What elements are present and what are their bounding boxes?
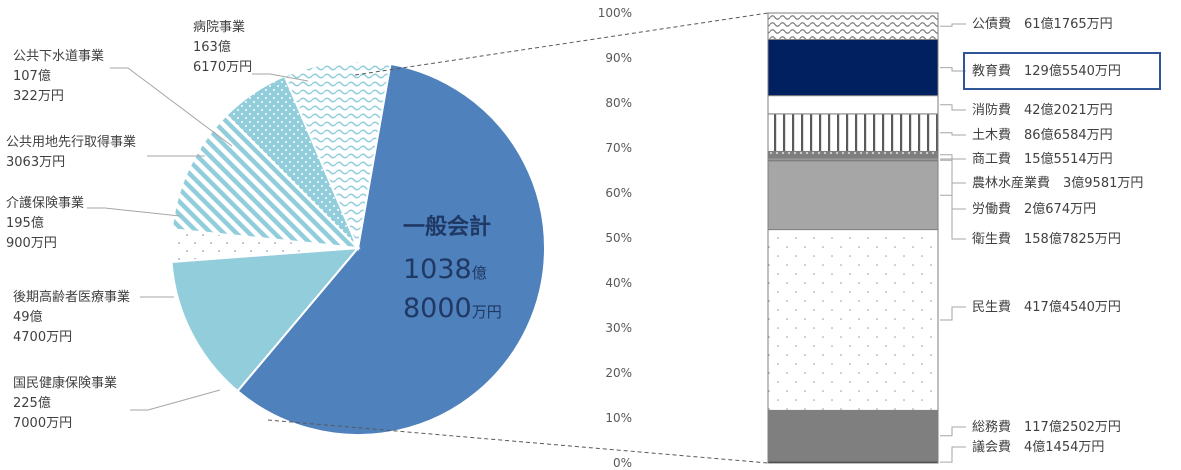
bar-callout-line <box>940 306 966 321</box>
bar-segment-label: 民生費 417億4540万円 <box>972 299 1121 315</box>
pie-slices <box>170 59 546 436</box>
pie-slice-label-line: 介護保険事業 <box>6 195 84 211</box>
bar-segment-label: 労働費 2億674万円 <box>972 201 1096 217</box>
bar-segment-label: 衛生費 158億7825万円 <box>972 231 1121 247</box>
pie-slice-label-line: 225億 <box>13 395 51 411</box>
y-tick-label: 80% <box>605 96 632 110</box>
pie-callouts <box>87 67 309 411</box>
pie-slice-label: 公共下水道事業 107億 322万円 <box>13 48 104 104</box>
connector-line-top <box>354 12 769 76</box>
bar-callout-line <box>940 426 966 437</box>
pie-slice-special-account-3 <box>170 113 361 250</box>
bar-callout-line <box>940 132 966 136</box>
bar-segment-e59c9fe69ca8e8b2bb <box>767 113 939 152</box>
y-tick-label: 90% <box>605 51 632 65</box>
bar-callout-line <box>940 159 966 210</box>
pie-slice-label: 介護保険事業 195億 900万円 <box>6 195 84 251</box>
pie-center-title: 一般会計 <box>403 214 491 240</box>
pie-center-oku-unit: 億 <box>472 264 487 282</box>
y-tick-label: 60% <box>605 186 632 200</box>
pie-slice-label-line: 163億 <box>193 39 231 55</box>
bar-segment-e6b091e7949fe8b2bb <box>767 229 939 411</box>
bar-segments <box>767 12 939 464</box>
bar-callout-line <box>940 104 966 111</box>
pie-slice-label: 病院事業 163億 6170万円 <box>193 19 252 75</box>
bar-segment-e6b688e998b2e8b2bb <box>767 95 939 115</box>
pie-slice-general-account <box>236 62 546 436</box>
pie-slice-label: 後期高齢者医療事業 49億 4700万円 <box>13 289 130 345</box>
bar-segment-e8a19be7949fe8b2bb <box>767 160 939 231</box>
pie-slice-special-account-1 <box>170 246 361 393</box>
pie-callout-line <box>87 207 181 217</box>
bar-callout-line <box>940 446 966 463</box>
bar-segment-label: 消防費 42億2021万円 <box>972 102 1113 118</box>
pie-slice-label-line: 後期高齢者医療事業 <box>13 289 130 305</box>
bar-segment-e69599e882b2e8b2bb <box>767 39 939 97</box>
pie-slice-label-line: 4700万円 <box>13 330 72 345</box>
y-tick-label: 20% <box>605 366 632 380</box>
pie-slice-special-account-6 <box>283 59 392 252</box>
bar-segment-label: 土木費 86億6584万円 <box>972 127 1113 143</box>
pie-slice-label: 公共用地先行取得事業 3063万円 <box>6 134 136 170</box>
pie-slice-label-line: 900万円 <box>6 236 57 251</box>
y-tick-label: 0% <box>613 456 632 470</box>
pie-center-amount-oku: 1038億 <box>403 254 487 285</box>
pie-center-man-unit: 万円 <box>472 303 502 321</box>
y-axis: 0% 10% 20% 30% 40% 50% 60% 70% 80% 90% 100% <box>598 6 632 470</box>
pie-slice-label-line: 6170万円 <box>193 60 252 75</box>
pie-slice-label-line: 7000万円 <box>13 416 72 431</box>
pie-slice-label-line: 病院事業 <box>193 19 245 35</box>
bar-segment-e585ace582b5e8b2bb <box>767 12 939 40</box>
bar-callout-line <box>940 67 966 72</box>
bar-callout-line <box>940 23 966 27</box>
bar-segment-e59586e5b7a5e8b2bb <box>767 150 939 159</box>
bar-callout-line <box>940 154 966 160</box>
bar-callout-line <box>940 194 966 240</box>
pie-center-oku-value: 1038 <box>403 254 472 285</box>
pie-center-man-value: 8000 <box>403 293 472 324</box>
pie-callout-line <box>110 67 233 147</box>
highlight-box <box>963 52 1161 90</box>
pie-center-amount-man: 8000万円 <box>403 293 502 324</box>
bar-outline <box>767 12 939 464</box>
pie-slice-label-line: 公共用地先行取得事業 <box>6 134 136 150</box>
pie-slice-label-line: 322万円 <box>13 89 64 104</box>
bar-segment-label: 議会費 4億1454万円 <box>972 439 1104 455</box>
bar-segment-e7b78fe58b99e8b2bb <box>767 409 939 462</box>
y-tick-label: 100% <box>598 6 632 20</box>
bar-callout-line <box>940 158 966 184</box>
pie-slice-label-line: 195億 <box>6 215 44 231</box>
pie-slice-label-line: 49億 <box>13 309 43 325</box>
y-tick-label: 70% <box>605 141 632 155</box>
pie-callout-line <box>130 389 221 411</box>
pie-slice-label-line: 国民健康保険事業 <box>13 375 117 391</box>
y-tick-label: 40% <box>605 276 632 290</box>
pie-slice-label-line: 3063万円 <box>6 155 65 170</box>
pie-slice-label: 国民健康保険事業 225億 7000万円 <box>13 375 117 431</box>
bar-segment-label: 教育費 129億5540万円 <box>972 63 1121 79</box>
y-tick-label: 10% <box>605 411 632 425</box>
pie-slice-label-line: 公共下水道事業 <box>13 48 104 64</box>
y-tick-label: 30% <box>605 321 632 335</box>
bar-segment-label: 公債費 61億1765万円 <box>972 16 1113 32</box>
y-tick-label: 50% <box>605 231 632 245</box>
pie-callout-line <box>252 73 309 82</box>
bar-segment-label: 商工費 15億5514万円 <box>972 151 1113 167</box>
bar-segment-label: 農林水産業費 3億9581万円 <box>972 175 1143 191</box>
bar-segment-label: 総務費 117億2502万円 <box>972 419 1121 435</box>
pie-slice-label-line: 107億 <box>13 68 51 84</box>
